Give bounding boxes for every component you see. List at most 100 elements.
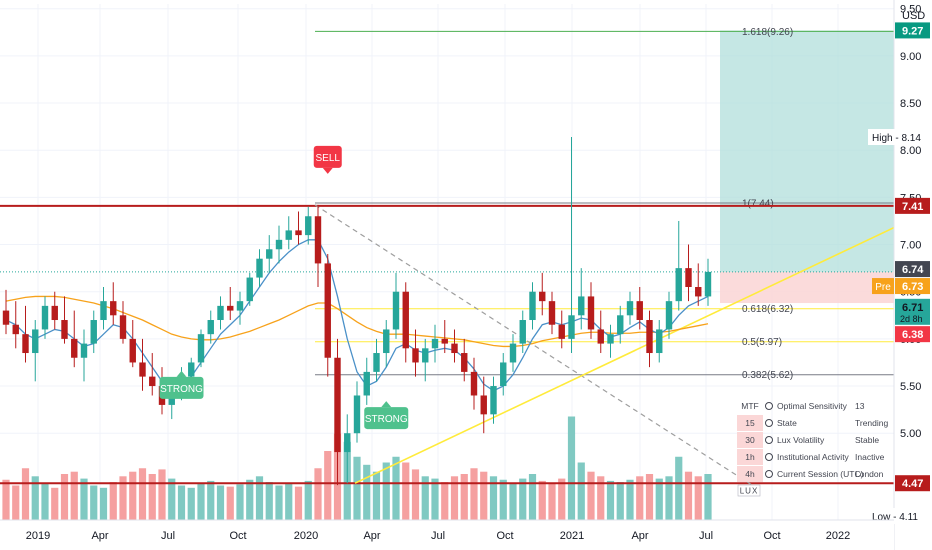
volume-bar: [450, 476, 459, 520]
dashboard-timeframe: 30: [745, 435, 755, 445]
volume-bar: [577, 462, 585, 520]
volume-bar: [528, 474, 537, 520]
dashboard-timeframe: 1h: [745, 452, 755, 462]
dashboard-row: 15 State Trending: [737, 415, 889, 431]
volume-bar: [158, 469, 166, 520]
dashboard-label: Institutional Activity: [777, 452, 850, 462]
candle-body: [207, 320, 214, 335]
volume-bar: [675, 456, 683, 520]
volume-bar: [265, 482, 273, 520]
signals: SELL STRONG STRONG: [159, 145, 409, 430]
price-label-box: [895, 197, 930, 214]
volume-bar: [567, 416, 576, 520]
candle-body: [12, 324, 19, 335]
lux-badge-box: [737, 484, 761, 497]
price-label-box: [895, 278, 930, 295]
volume-bar: [60, 474, 69, 520]
lux-badge: LUX: [740, 487, 759, 496]
time-axis-bg: [0, 520, 894, 550]
candle-body: [617, 315, 624, 335]
time-tick-label: 2019: [26, 530, 50, 542]
dashboard-value: London: [855, 469, 884, 479]
candle-body: [32, 329, 39, 354]
target-zone: [720, 30, 894, 272]
volume-bar: [304, 480, 312, 520]
price-label-box: [895, 22, 930, 39]
candle-body: [656, 329, 663, 354]
candles[interactable]: [2, 137, 712, 486]
dashboard-timeframe: 15: [745, 418, 755, 428]
candle-body: [149, 376, 156, 387]
candle-body: [295, 230, 302, 236]
candle-body: [90, 320, 97, 344]
candle-body: [441, 338, 448, 344]
price-label: 7.41: [902, 201, 923, 213]
candle-body: [236, 301, 244, 311]
dashboard-label: Current Session (UTC): [777, 469, 864, 479]
volume-bar: [519, 478, 527, 520]
dashboard-label: State: [777, 418, 797, 428]
candle-body: [558, 324, 565, 339]
candle-body: [509, 343, 517, 363]
candle-body: [392, 291, 400, 330]
sell-signal-pointer: [322, 167, 333, 174]
candle-body: [71, 338, 78, 358]
institutional-icon: [765, 453, 773, 461]
volume-bar: [655, 478, 663, 520]
dashboard-timeframe: MTF: [741, 401, 758, 411]
candle-body: [110, 301, 117, 316]
candle-body: [334, 357, 341, 453]
price-label-box: [895, 298, 930, 325]
currency-label: USD: [902, 10, 925, 22]
candle-body: [217, 305, 224, 321]
price-label: 6.71: [902, 302, 923, 314]
downtrend-line: [314, 204, 753, 486]
state-icon: [765, 419, 773, 427]
volume-bar: [460, 474, 468, 520]
volume-bar: [480, 471, 488, 520]
trend-lines: [314, 204, 895, 486]
candle-body: [266, 249, 273, 259]
price-tick-label: 7.00: [900, 240, 921, 252]
candle-body: [324, 263, 331, 358]
volume-bar: [324, 451, 332, 520]
price-label-box: [895, 326, 930, 343]
volume-bar: [470, 468, 478, 520]
price-tick-label: 9.00: [900, 51, 921, 63]
volume-bar: [597, 476, 605, 520]
candle-body: [500, 362, 507, 387]
dashboard-row: MTF Optimal Sensitivity 13: [737, 398, 865, 414]
candle-body: [519, 320, 526, 344]
position-zones: [720, 30, 894, 304]
volume-bar: [645, 474, 654, 520]
dashboard-value: Trending: [855, 418, 889, 428]
volume-bar: [109, 482, 117, 520]
candle-body: [344, 433, 351, 453]
candle-body: [685, 268, 692, 287]
volume-bar: [168, 478, 176, 520]
candle-body: [305, 216, 312, 236]
dashboard-label: Lux Volatility: [777, 435, 825, 445]
volume-bar: [616, 482, 624, 520]
high-label: High - 8.14: [872, 133, 921, 144]
candle-body: [275, 239, 283, 250]
volume-bar: [2, 479, 10, 520]
time-tick-label: Oct: [229, 530, 246, 542]
candle-body: [431, 338, 439, 349]
volatility-icon: [765, 436, 773, 444]
candle-body: [422, 348, 429, 363]
strong-signal-box: [364, 407, 409, 430]
volume-bar: [363, 464, 371, 520]
candle-body: [2, 310, 10, 325]
candle-body: [129, 338, 136, 363]
candle-body: [22, 334, 29, 354]
time-axis[interactable]: 2019 Apr Jul Oct 2020 Apr Jul Oct 2021 Apr Jul Oct 2…: [0, 519, 894, 550]
price-tick-label: 9.50: [900, 4, 921, 16]
strong-signal-pointer: [381, 401, 392, 408]
price-axis[interactable]: USD5.005.506.006.507.007.508.008.509.009…: [868, 0, 932, 550]
volume-bar: [12, 485, 20, 520]
sell-signal-label: SELL: [316, 153, 341, 164]
volume-bar: [187, 487, 195, 520]
candle-body: [675, 268, 682, 302]
